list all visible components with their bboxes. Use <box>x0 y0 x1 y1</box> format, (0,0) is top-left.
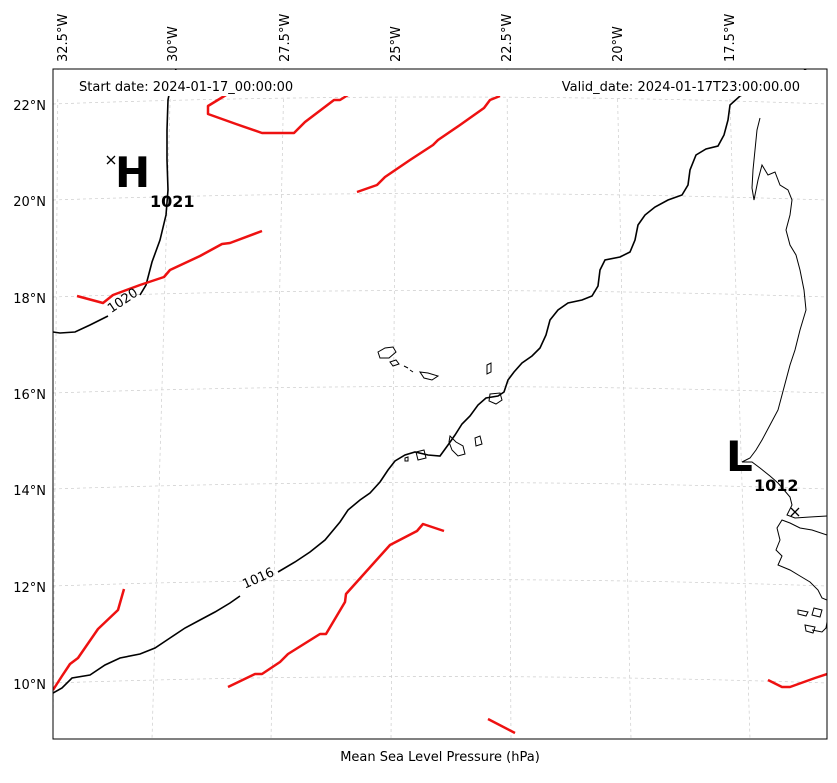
low-center-marker-icon <box>790 507 800 517</box>
coastlines <box>377 117 827 634</box>
lat-label-14n: 14°N <box>13 484 46 499</box>
low-letter: L <box>726 432 753 481</box>
lat-label-16n: 16°N <box>13 388 46 403</box>
parallel-14n <box>53 482 827 490</box>
fronts <box>53 93 827 735</box>
lat-label-22n: 22°N <box>13 99 46 114</box>
front-bottom-middle <box>487 717 516 735</box>
parallel-10n <box>53 676 827 684</box>
parallel-18n <box>53 290 827 298</box>
high-pressure-center: H 1021 <box>106 148 195 211</box>
lon-label-17-5w: 17.5°W <box>723 14 738 62</box>
front-top-left <box>206 93 349 135</box>
front-lower-left <box>53 588 126 691</box>
meridian-17-5w <box>728 69 751 739</box>
start-date-text: Start date: 2024-01-17_00:00:00 <box>79 80 293 95</box>
parallel-12n <box>53 579 827 587</box>
lon-label-32-5w: 32.5°W <box>56 14 71 62</box>
parallel-16n <box>53 386 827 394</box>
low-pressure-center: L 1012 <box>726 432 800 517</box>
high-letter: H <box>115 148 150 197</box>
lon-label-27-5w: 27.5°W <box>278 14 293 62</box>
cape-verde-sal <box>486 362 492 375</box>
guinea-coast <box>775 519 827 601</box>
header-band <box>54 70 826 96</box>
latitude-labels: 22°N 20°N 18°N 16°N 14°N 12°N 10°N <box>13 99 46 693</box>
cape-verde-santo-antao <box>377 346 397 359</box>
meridian-22-5w <box>506 69 512 739</box>
lat-label-20n: 20°N <box>13 195 46 210</box>
meridian-25w <box>390 69 397 739</box>
parallel-22n <box>53 96 827 105</box>
front-top-middle <box>356 94 501 194</box>
graticule <box>53 69 827 739</box>
lon-label-20w: 20°W <box>611 26 626 62</box>
front-middle <box>227 522 445 689</box>
meridian-30w <box>151 69 172 739</box>
isobar-label-1016: 1016 <box>240 565 276 592</box>
lon-label-22-5w: 22.5°W <box>500 14 515 62</box>
coastal-islands <box>797 607 827 634</box>
lat-label-18n: 18°N <box>13 292 46 307</box>
front-bottom-right <box>767 672 827 689</box>
meridian-20w <box>616 69 632 739</box>
cape-verde-sao-vicente <box>389 359 400 367</box>
cape-verde-maio <box>474 435 483 447</box>
map-frame <box>52 68 828 740</box>
meridian-27-5w <box>270 69 285 739</box>
isobar-1016 <box>53 69 807 694</box>
lat-label-12n: 12°N <box>13 581 46 596</box>
cape-verde-boa-vista <box>488 392 503 405</box>
low-value: 1012 <box>754 476 799 495</box>
cape-verde-santa-luzia <box>403 365 414 373</box>
front-upper-left <box>76 229 263 305</box>
isobars <box>53 69 807 694</box>
cape-verde-sao-nicolau <box>418 371 440 381</box>
lon-label-25w: 25°W <box>389 26 404 62</box>
lon-label-30w: 30°W <box>166 26 181 62</box>
cape-verde-brava <box>404 456 409 462</box>
parallel-20n <box>53 193 827 201</box>
high-value: 1021 <box>150 192 195 211</box>
africa-coast <box>741 117 827 519</box>
high-center-marker-icon <box>106 155 116 165</box>
meridian-32-5w <box>53 69 59 739</box>
longitude-labels: 32.5°W 30°W 27.5°W 25°W 22.5°W 20°W 17.5… <box>56 14 738 62</box>
lat-label-10n: 10°N <box>13 678 46 693</box>
map-caption: Mean Sea Level Pressure (hPa) <box>340 750 540 765</box>
valid-date-text: Valid_date: 2024-01-17T23:00:00.00 <box>562 80 800 95</box>
cape-verde-fogo <box>415 449 427 461</box>
